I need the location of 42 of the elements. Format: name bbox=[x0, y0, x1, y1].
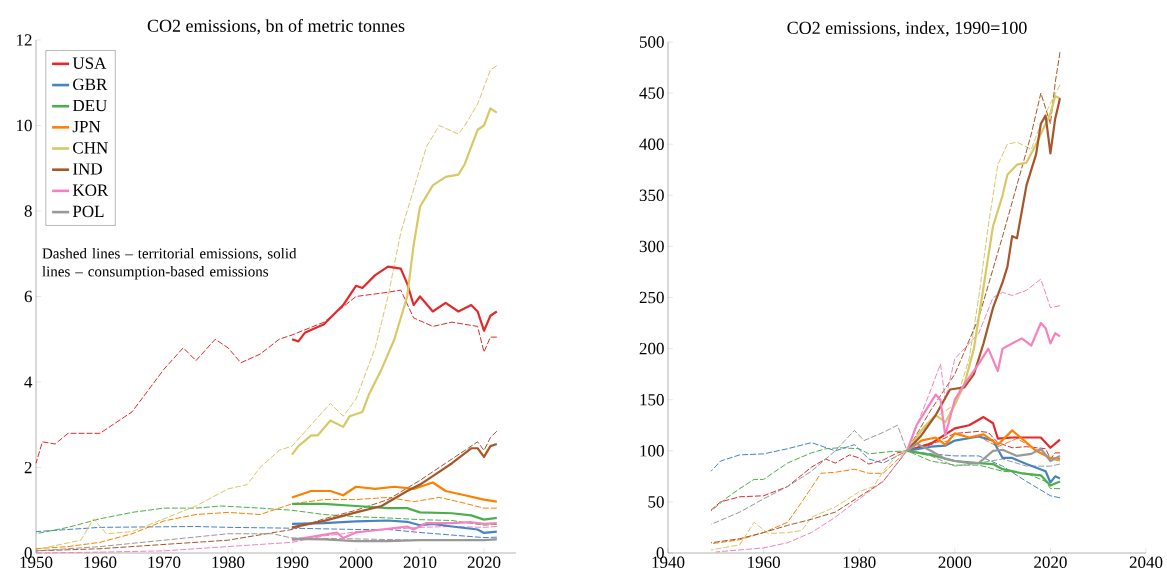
y-tick-label: 100 bbox=[640, 445, 664, 457]
x-tick-label: 2000 bbox=[339, 556, 373, 568]
y-tick-label: 150 bbox=[640, 393, 664, 406]
line-series bbox=[290, 502, 498, 521]
chart-title: CO2 emissions, bn of metric tonnes bbox=[147, 19, 405, 35]
legend-label: IND bbox=[73, 163, 102, 175]
line-series bbox=[290, 481, 498, 503]
y-tick-label: 2 bbox=[24, 461, 32, 474]
x-tick-label: 2010 bbox=[403, 556, 437, 568]
x-tick-label: 1980 bbox=[212, 556, 245, 568]
legend-label: CHN bbox=[73, 142, 108, 154]
y-tick-label: 50 bbox=[648, 496, 664, 508]
y-tick-label: 4 bbox=[24, 376, 33, 388]
x-tick-label: 1960 bbox=[748, 556, 780, 568]
y-tick-label: 12 bbox=[16, 34, 32, 46]
x-tick-label: 1960 bbox=[84, 556, 117, 568]
y-tick-label: 350 bbox=[639, 189, 664, 202]
annotation: Dashed lines – territorial emissions, solid lines – consumption-based emissions bbox=[42, 247, 297, 280]
x-tick-label: 2020 bbox=[467, 556, 501, 568]
legend-label: KOR bbox=[72, 184, 109, 196]
x-tick-label: 1980 bbox=[843, 556, 876, 568]
legend-label: DEU bbox=[72, 99, 107, 112]
y-tick-label: 400 bbox=[639, 138, 664, 150]
y-tick-label: 6 bbox=[24, 290, 32, 303]
y-tick-label: 10 bbox=[16, 119, 32, 132]
x-tick-label: 1970 bbox=[148, 556, 181, 568]
line-series bbox=[290, 519, 498, 535]
y-tick-label: 8 bbox=[24, 205, 32, 217]
legend-label: GBR bbox=[73, 78, 108, 91]
legend-label: USA bbox=[72, 57, 107, 69]
chart-title: CO2 emissions, index, 1990=100 bbox=[787, 21, 1027, 37]
x-tick-label: 2040 bbox=[1129, 556, 1163, 568]
y-tick-label: 300 bbox=[639, 240, 664, 253]
y-tick-label: 450 bbox=[639, 87, 664, 99]
x-tick-label: 1990 bbox=[276, 556, 309, 568]
y-tick-label: 250 bbox=[639, 291, 664, 304]
y-tick-label: 500 bbox=[639, 36, 664, 48]
legend-label: JPN bbox=[72, 121, 101, 133]
legend-label: POL bbox=[72, 205, 104, 218]
x-tick-label: 2000 bbox=[938, 556, 972, 568]
y-tick-label: 200 bbox=[639, 342, 664, 355]
x-tick-label: 2020 bbox=[1034, 556, 1067, 568]
